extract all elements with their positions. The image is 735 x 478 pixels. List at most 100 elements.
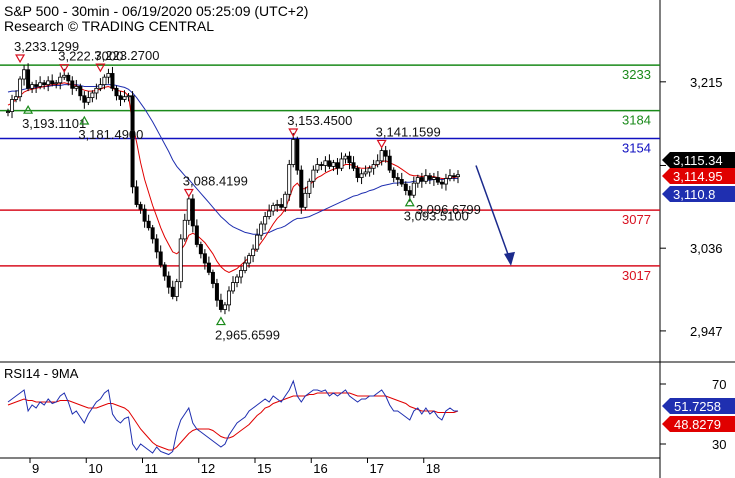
candle-body (383, 150, 388, 157)
badge-value: 48.8279 (674, 417, 721, 432)
swing-low-marker (79, 115, 90, 125)
candle-body (198, 244, 203, 255)
candle-body (319, 164, 324, 166)
swing-high-label: 3,153.4500 (287, 113, 352, 128)
candle-body (214, 283, 219, 301)
candle (54, 79, 59, 89)
candle-body (170, 286, 175, 297)
time-axis-label: 12 (201, 461, 215, 476)
candle (30, 81, 35, 93)
candle (263, 211, 268, 231)
candle-body (90, 92, 95, 99)
candle (395, 172, 400, 186)
time-axis-label: 11 (145, 461, 159, 476)
candle-body (126, 95, 131, 98)
candle-body (218, 299, 223, 310)
swing-high-marker (288, 128, 299, 138)
candle (46, 76, 51, 92)
rsi-title: RSI14 - 9MA (4, 366, 79, 381)
candle (351, 156, 356, 172)
level-label-support-3017: 3017 (622, 268, 651, 283)
candle (363, 165, 368, 177)
candle (271, 202, 276, 216)
candle-body (267, 210, 272, 217)
swing-high-marker (95, 63, 106, 73)
candle (50, 74, 55, 87)
swing-low-marker (215, 316, 226, 326)
candle-body (114, 87, 119, 97)
candle (247, 252, 252, 268)
candle (86, 91, 91, 106)
candle-body (427, 175, 432, 180)
swing-low-marker (404, 197, 415, 207)
candle-body (419, 177, 424, 182)
swing-high-label: 3,223.2700 (94, 48, 159, 63)
candle-body (18, 78, 23, 98)
candle (331, 159, 336, 172)
candle-body (142, 208, 147, 222)
candle-body (138, 204, 143, 210)
candle (287, 159, 292, 201)
candle (435, 171, 440, 185)
candle (311, 165, 316, 188)
swing-low-label: 3,181.4900 (78, 127, 143, 142)
price-axis: 3,2153,1253,0362,9473,115.343,114.953,11… (660, 75, 735, 339)
candle-body (411, 182, 416, 196)
candle-body (451, 175, 456, 178)
candle-body (78, 86, 83, 97)
level-label-resistance-3233: 3233 (622, 67, 651, 82)
price-axis-label: 2,947 (690, 324, 723, 339)
candle (22, 65, 27, 86)
candle (243, 256, 248, 274)
swing-low-label: 3,193.1101 (22, 116, 86, 131)
candle (210, 269, 215, 289)
swing-high-label: 3,233.1299 (14, 39, 79, 54)
candle-body (194, 225, 199, 245)
badge-value: 3,114.95 (673, 169, 723, 184)
last-value-badge-blue: 3,110.8 (662, 186, 735, 202)
candle-body (166, 275, 171, 288)
candle-body (202, 253, 207, 264)
candle-body (42, 82, 47, 86)
candle (66, 72, 71, 86)
candle (134, 180, 139, 208)
candle (166, 271, 171, 294)
candle-body (387, 155, 392, 171)
candle (226, 286, 231, 312)
candle-body (239, 270, 244, 278)
candle (455, 170, 460, 184)
swing-high-marker (15, 54, 26, 64)
candle (118, 91, 123, 106)
candle-body (311, 169, 316, 182)
swing-low-label: 2,965.6599 (215, 328, 280, 343)
swing-high-label: 3,222.7000 (58, 49, 123, 64)
swing-high-marker (183, 188, 194, 198)
candle-body (331, 162, 336, 167)
candles-layer (6, 63, 460, 315)
candle (126, 92, 131, 102)
candle-body (395, 177, 400, 180)
candle-body (102, 76, 107, 86)
candle (130, 91, 135, 194)
candle-body (182, 219, 187, 240)
candle (70, 76, 75, 95)
candle-body (415, 177, 420, 184)
candle (162, 262, 167, 281)
candle (299, 165, 304, 214)
candle (371, 159, 376, 175)
level-label-support-3077: 3077 (622, 212, 651, 227)
candle (90, 90, 95, 103)
candle-body (130, 95, 135, 188)
candle-body (303, 192, 308, 208)
candle (174, 278, 179, 302)
candle-body (94, 87, 99, 94)
forecast-arrow-shaft (475, 165, 511, 261)
candle-body (154, 238, 159, 253)
ma-fast-line (7, 82, 459, 273)
level-label-pivot-3154: 3154 (622, 141, 651, 156)
candle (235, 274, 240, 288)
candle (14, 90, 19, 103)
candle (218, 293, 223, 313)
candle-body (299, 169, 304, 208)
candle (34, 79, 39, 93)
